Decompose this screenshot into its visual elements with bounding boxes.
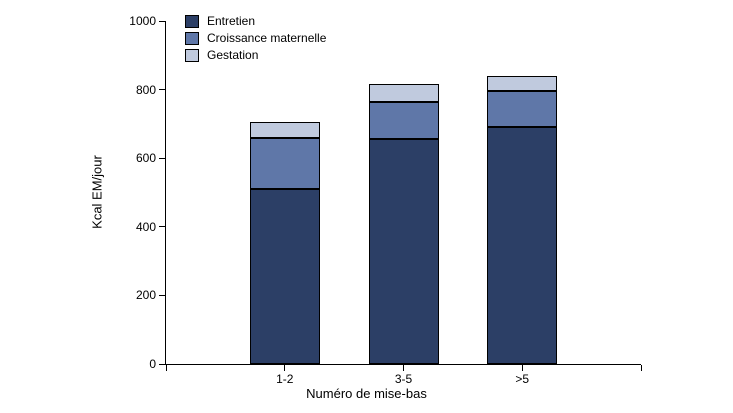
legend-item-gestation: Gestation bbox=[185, 48, 326, 62]
x-axis-tick bbox=[521, 365, 523, 371]
legend-swatch-icon bbox=[185, 14, 199, 28]
bar-segment-gestation bbox=[368, 84, 439, 102]
y-tick-label: 0 bbox=[149, 357, 156, 371]
bar-segment-gestation bbox=[487, 75, 558, 92]
bar-segment-croissance-maternelle bbox=[249, 137, 320, 190]
y-axis-title: Kcal EM/jour bbox=[89, 155, 105, 229]
y-axis-tick bbox=[159, 157, 165, 159]
bar-segment-croissance-maternelle bbox=[368, 101, 439, 140]
bar-segment-entretien bbox=[249, 189, 320, 364]
y-axis-tick bbox=[159, 89, 165, 91]
legend-swatch-icon bbox=[185, 31, 199, 45]
y-tick-label: 600 bbox=[135, 151, 156, 166]
bar-segment-entretien bbox=[368, 139, 439, 364]
bar-segment-gestation bbox=[249, 122, 320, 138]
y-axis-tick bbox=[159, 294, 165, 296]
x-axis-end-tick bbox=[165, 365, 167, 371]
y-tick-label: 800 bbox=[135, 82, 156, 97]
bar-segment-entretien bbox=[487, 127, 558, 364]
legend-label: Croissance maternelle bbox=[207, 31, 327, 45]
legend: Entretien Croissance maternelle Gestation bbox=[185, 14, 326, 65]
y-axis-tick bbox=[159, 20, 165, 22]
x-axis-tick bbox=[284, 365, 286, 371]
legend-label: Entretien bbox=[207, 14, 256, 28]
x-axis-tick bbox=[403, 365, 404, 371]
y-axis-tick bbox=[159, 363, 165, 365]
legend-item-croissance-maternelle: Croissance maternelle bbox=[185, 31, 326, 45]
x-category-label: 1-2 bbox=[276, 372, 294, 386]
x-axis-end-tick bbox=[640, 365, 642, 371]
x-category-label: 3-5 bbox=[394, 372, 413, 386]
plot-area: Entretien Croissance maternelle Gestation … bbox=[129, 14, 642, 386]
y-axis-tick bbox=[159, 226, 165, 228]
legend-label: Gestation bbox=[207, 48, 259, 62]
x-category-label: >5 bbox=[515, 372, 530, 386]
legend-swatch-icon bbox=[185, 48, 199, 62]
y-tick-label: 1000 bbox=[129, 14, 156, 28]
legend-item-entretien: Entretien bbox=[185, 14, 326, 28]
x-axis-title: Numéro de mise-bas bbox=[306, 386, 427, 401]
y-tick-label: 200 bbox=[135, 288, 156, 303]
bar-segment-croissance-maternelle bbox=[487, 91, 558, 128]
y-tick-label: 400 bbox=[135, 219, 156, 234]
